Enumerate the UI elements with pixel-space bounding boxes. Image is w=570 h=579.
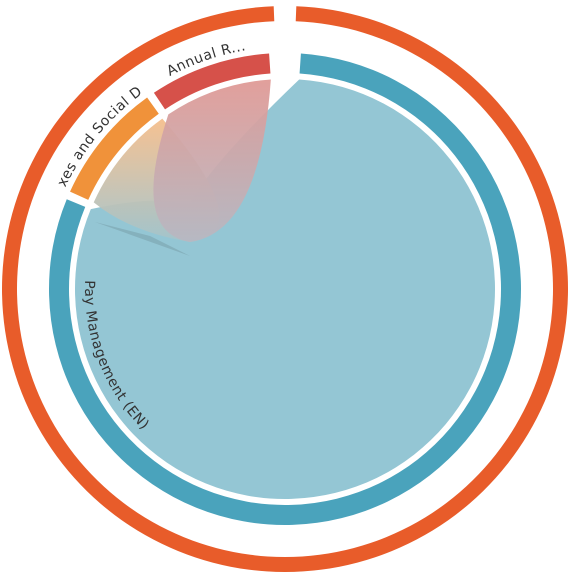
chord-annual-r[interactable] (153, 79, 271, 242)
inner-ring (49, 53, 522, 525)
chord-layer (75, 79, 496, 500)
chord-shadow (95, 222, 190, 256)
ring-arc-annual-r[interactable] (153, 53, 271, 110)
ring-arc-taxes-and-social-d[interactable] (70, 97, 159, 200)
chord-pay-management-en[interactable] (75, 79, 496, 500)
